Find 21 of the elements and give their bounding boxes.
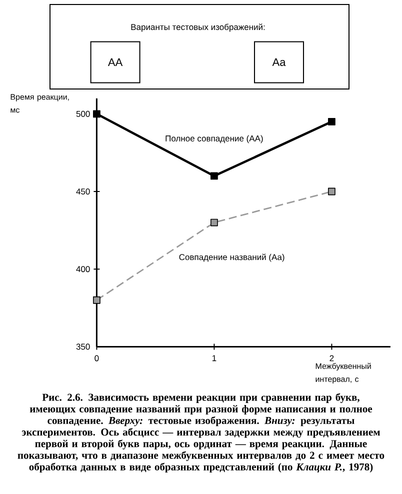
text: Рис. 2.6. Зависимость времени реакции при сравнении пар букв, имеющих совпадение названий при разной форме написания и полное совпадение. Вверху: тестовые изображения. Внизу: результаты экспериментов. Ось абсцисс — интервал задержки между предъявлением первой и второй букв пары, ось ординат — время реакции. Данные показывают, что в диапазоне межбуквенных интервалов до 2 с имеет место обработка данных в виде образных представлений (по Клацки Р., 1978): [18, 393, 384, 473]
point: [328, 118, 336, 126]
x-tick-label: 2: [330, 355, 334, 362]
x-tick-label: 1: [212, 355, 216, 362]
text: AA: [108, 58, 123, 66]
y-tick-label: 500: [76, 110, 90, 117]
y-tick-label: 450: [76, 188, 90, 194]
point: [328, 188, 336, 196]
point: [210, 218, 218, 226]
y-axis-title: Время реакции, мс: [10, 94, 69, 113]
y-tick-label: 400: [76, 266, 90, 272]
text: Aa: [272, 58, 286, 66]
y-tick-label: 350: [76, 344, 90, 350]
point: [93, 110, 100, 118]
series-label: Совпадение названий (Aa): [179, 254, 284, 262]
x-tick-label: 0: [94, 355, 99, 362]
point: [210, 172, 218, 180]
series-label: Полное совпадение (AA): [166, 135, 263, 144]
point: [93, 296, 100, 304]
text: Варианты тестовых изображений:: [131, 24, 265, 32]
x-axis-title: Межбуквенный интервал, с: [316, 362, 371, 384]
